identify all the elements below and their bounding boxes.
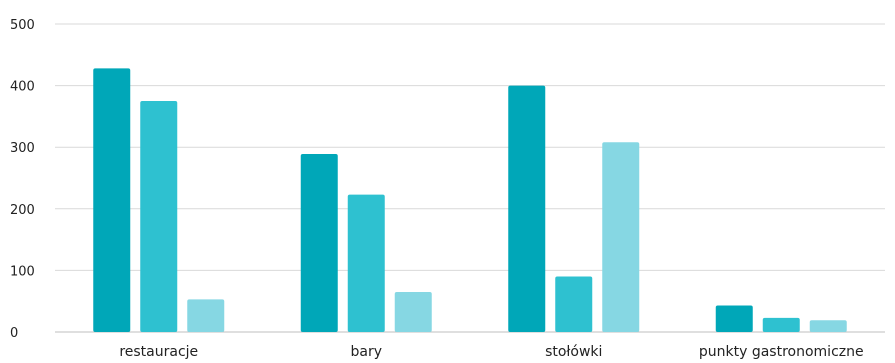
bar-bary-series-1 (300, 153, 338, 332)
bar-stołówki-series-3 (602, 142, 640, 332)
bar-stołówki-series-1 (508, 85, 546, 332)
x-tick-label: restauracje (119, 344, 198, 360)
x-tick-label: bary (350, 344, 382, 360)
y-tick-label: 500 (10, 18, 35, 33)
y-tick-label: 100 (10, 264, 35, 279)
bar-stołówki-series-2 (555, 276, 593, 332)
bar-restauracje-series-2 (140, 101, 178, 332)
bar-punkty-gastronomiczne-series-1 (715, 305, 753, 332)
bar-punkty-gastronomiczne-series-2 (762, 317, 800, 332)
y-tick-label: 400 (10, 80, 35, 95)
bar-bary-series-2 (347, 194, 385, 332)
bar-restauracje-series-1 (93, 68, 131, 333)
bar-punkty-gastronomiczne-series-3 (809, 320, 847, 332)
x-tick-label: stołówki (545, 344, 602, 360)
y-tick-label: 300 (10, 141, 35, 156)
bar-restauracje-series-3 (187, 299, 225, 332)
y-tick-label: 0 (10, 326, 18, 341)
y-tick-label: 200 (10, 203, 35, 218)
x-tick-label: punkty gastronomiczne (699, 344, 864, 360)
bar-bary-series-3 (394, 291, 432, 332)
